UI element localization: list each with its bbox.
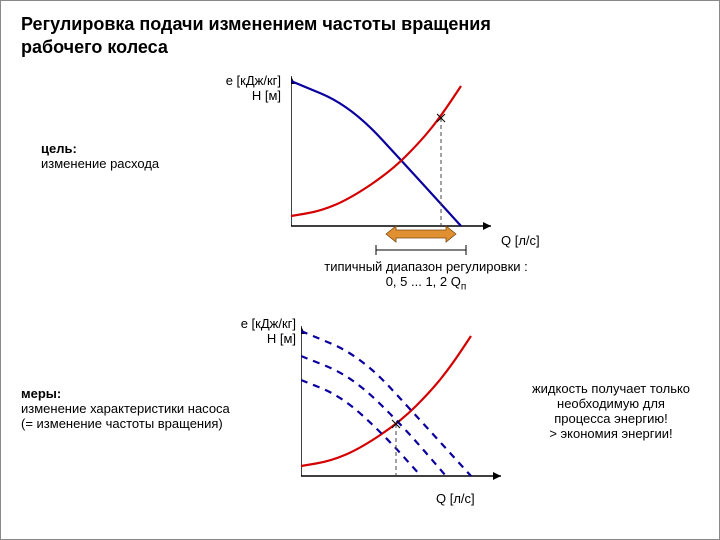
chart2 <box>301 326 511 506</box>
chart2-x-label: Q [л/с] <box>436 491 475 506</box>
page-title: Регулировка подачи изменением частоты вр… <box>21 13 491 58</box>
chart1 <box>291 76 501 266</box>
chart1-y-label: e [кДж/кг] H [м] <box>201 73 281 103</box>
chart2-measures: меры: изменение характеристики насоса (=… <box>21 386 230 431</box>
title-line1: Регулировка подачи изменением частоты вр… <box>21 14 491 34</box>
title-line2: рабочего колеса <box>21 37 168 57</box>
chart2-y-label: e [кДж/кг] H [м] <box>216 316 296 346</box>
chart1-goal: цель: изменение расхода <box>41 141 159 171</box>
chart2-right-text: жидкость получает только необходимую для… <box>511 381 711 441</box>
chart1-x-label: Q [л/с] <box>501 233 540 248</box>
chart1-range: типичный диапазон регулировки : 0, 5 ...… <box>301 259 551 293</box>
